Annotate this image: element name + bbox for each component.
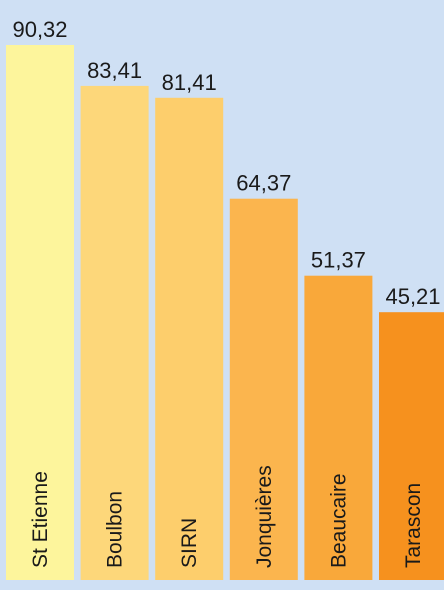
value-label-tarascon: 45,21 [385, 284, 440, 309]
bar-beaucaire [304, 275, 373, 580]
bar-sirn [155, 97, 224, 581]
category-labels-layer: St Etienne Boulbon SIRN Jonquières Beaucaire… [29, 465, 425, 568]
category-label-beaucaire: Beaucaire [327, 473, 350, 568]
category-label-jonquieres: Jonquières [253, 465, 276, 568]
bar-jonquieres [229, 198, 298, 580]
category-label-sirn: SIRN [178, 518, 201, 568]
category-label-boulbon: Boulbon [104, 491, 127, 568]
value-label-sirn: 81,41 [162, 70, 217, 95]
category-label-st-etienne: St Etienne [29, 471, 52, 568]
bar-st-etienne [6, 45, 74, 580]
value-label-boulbon: 83,41 [87, 58, 142, 83]
value-label-jonquieres: 64,37 [236, 171, 291, 196]
value-labels-layer: 90,32 83,41 81,41 64,37 51,37 45,21 [12, 17, 440, 309]
category-label-tarascon: Tarascon [402, 483, 425, 568]
bar-boulbon [80, 85, 149, 581]
bar-tarascon [379, 312, 444, 580]
value-label-beaucaire: 51,37 [311, 248, 366, 273]
value-label-st-etienne: 90,32 [12, 17, 67, 42]
bars-layer [6, 45, 444, 581]
